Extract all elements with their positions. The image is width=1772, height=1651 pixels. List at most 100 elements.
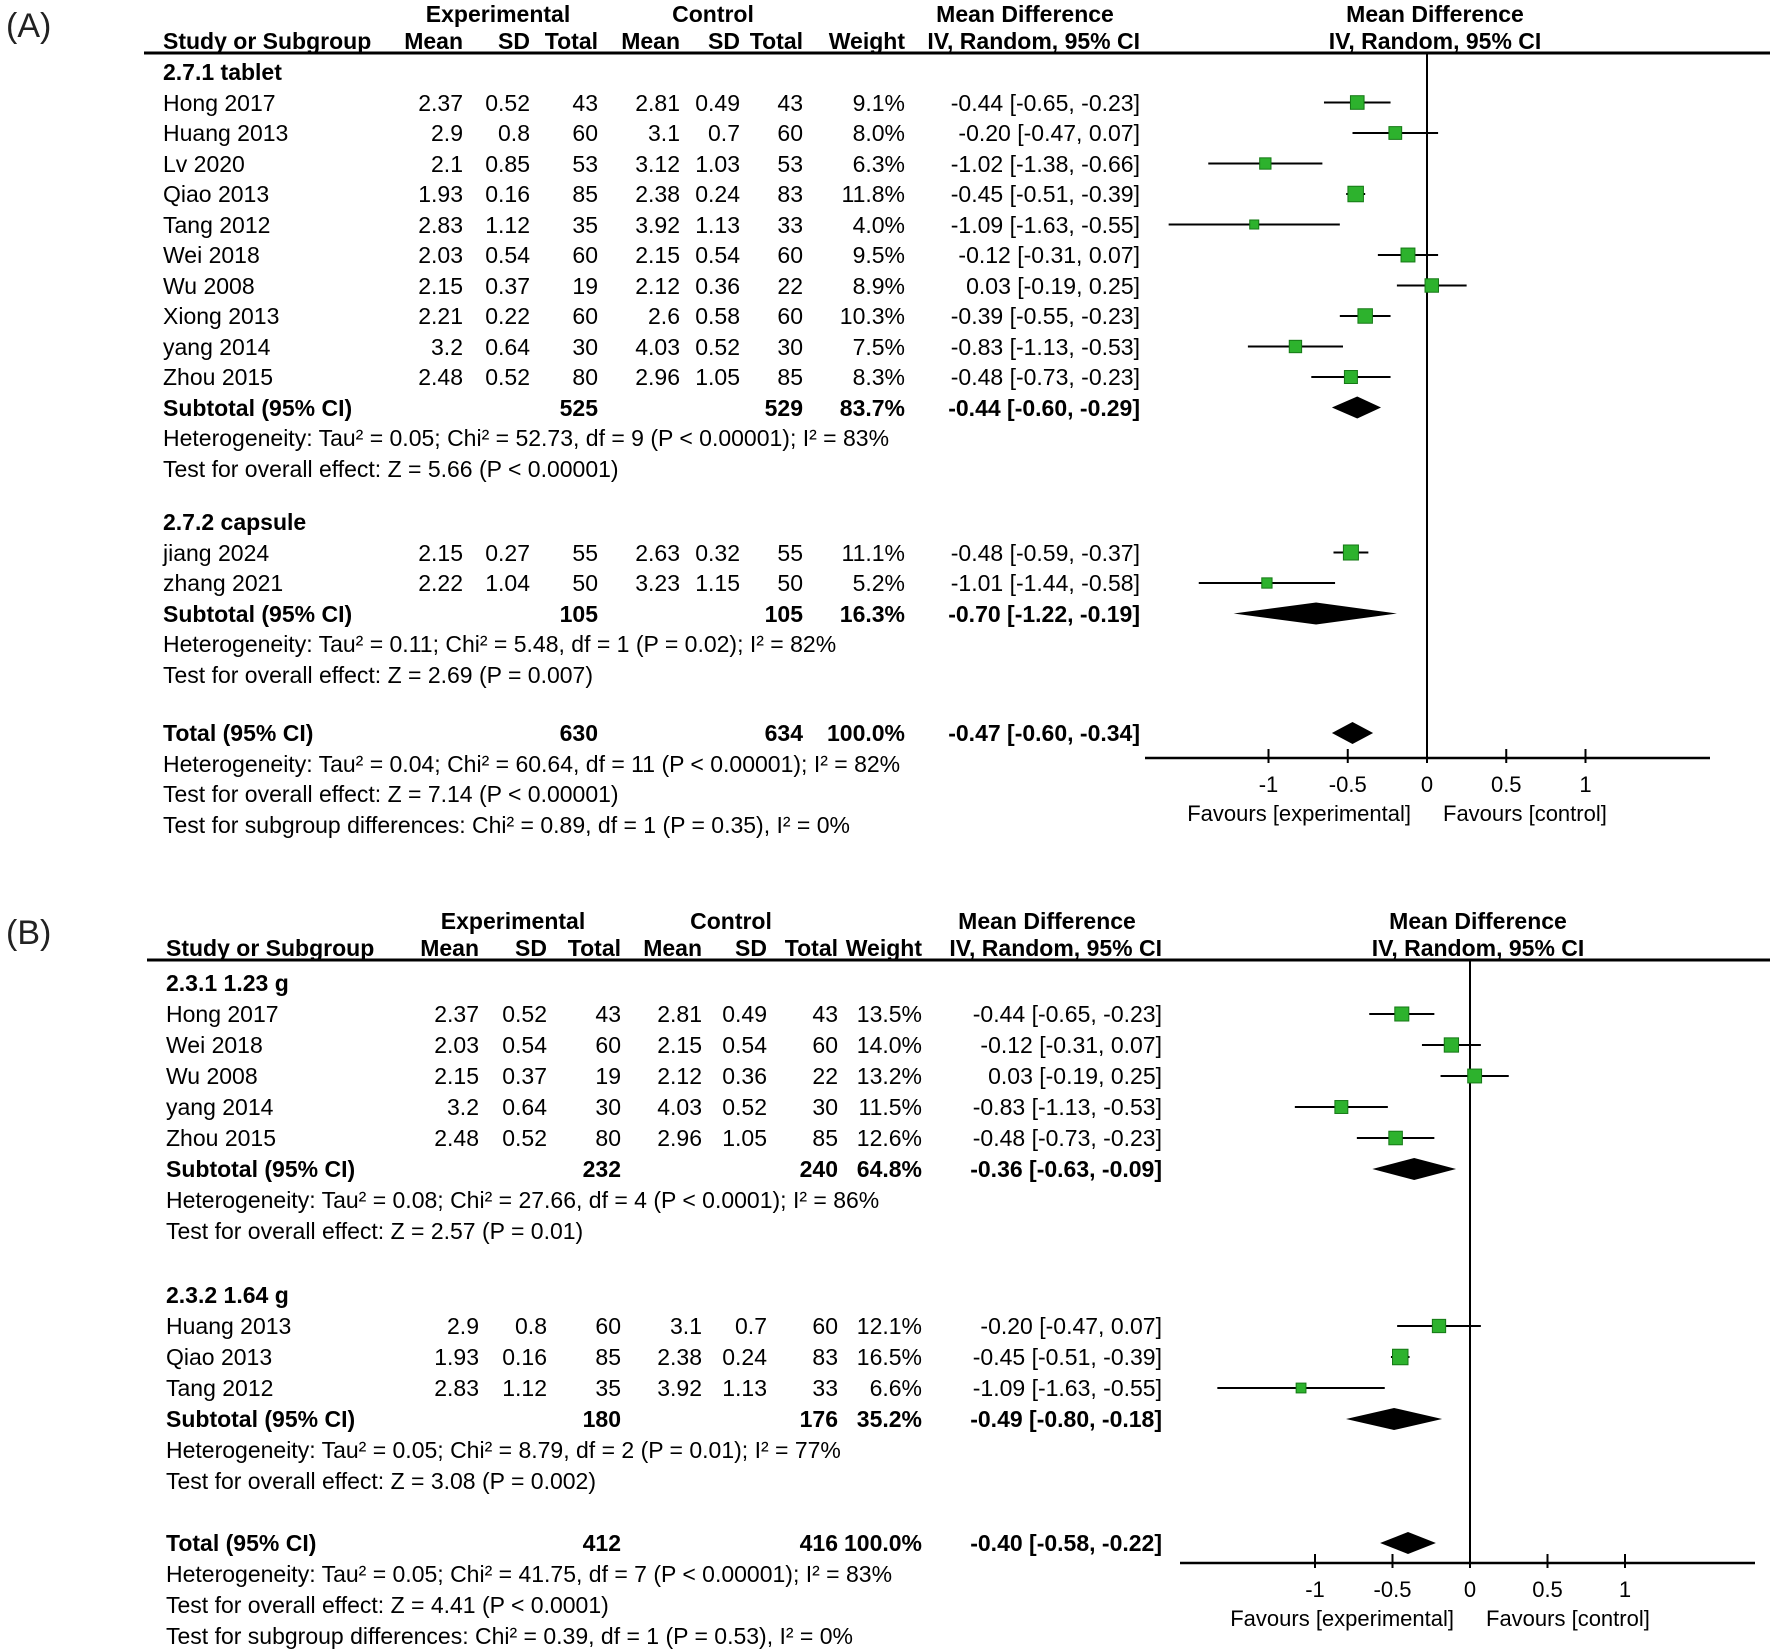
study-cell: 1.13 <box>695 211 740 238</box>
total-total-ctl: 416 <box>799 1530 838 1556</box>
study-cell: 60 <box>812 1032 838 1058</box>
study-name: Tang 2012 <box>166 1375 274 1401</box>
study-cell: 30 <box>572 333 598 360</box>
study-cell: 3.1 <box>670 1313 702 1339</box>
study-cell: 1.03 <box>695 150 740 177</box>
favours-control-label: Favours [control] <box>1443 801 1607 826</box>
study-name: Qiao 2013 <box>166 1344 273 1370</box>
study-cell: 85 <box>595 1344 621 1370</box>
panel-label-a: (A) <box>6 7 52 45</box>
study-cell: 2.38 <box>657 1344 702 1370</box>
header-col-sd-ctl: SD <box>708 28 740 54</box>
study-cell: 1.12 <box>502 1375 547 1401</box>
study-cell: 19 <box>595 1063 621 1089</box>
effect-marker <box>1431 1318 1447 1334</box>
total-heterogeneity-text: Heterogeneity: Tau² = 0.05; Chi² = 41.75… <box>166 1561 893 1587</box>
subtotal-total-exp: 105 <box>559 600 598 627</box>
study-cell: 0.37 <box>485 272 530 299</box>
effect-marker <box>1357 308 1373 324</box>
effect-marker <box>1342 544 1359 561</box>
study-cell: 8.0% <box>852 120 905 146</box>
study-cell: 0.52 <box>695 333 740 360</box>
study-cell: 60 <box>812 1313 838 1339</box>
study-cell: 12.6% <box>856 1125 922 1151</box>
header-col-sd-exp: SD <box>498 28 530 54</box>
study-cell: 0.24 <box>722 1344 767 1370</box>
study-name: Huang 2013 <box>163 120 289 146</box>
study-ci-text: -0.12 [-0.31, 0.07] <box>980 1032 1162 1058</box>
subtotal-total-exp: 180 <box>582 1406 621 1432</box>
study-cell: 60 <box>595 1032 621 1058</box>
study-cell: 7.5% <box>852 333 905 360</box>
study-cell: 2.15 <box>434 1063 479 1089</box>
study-cell: 53 <box>777 150 803 177</box>
study-cell: 9.1% <box>852 89 905 116</box>
subtotal-label: Subtotal (95% CI) <box>166 1406 356 1432</box>
study-cell: 1.93 <box>434 1344 479 1370</box>
study-cell: 3.23 <box>635 570 680 596</box>
total-heterogeneity-text: Heterogeneity: Tau² = 0.04; Chi² = 60.64… <box>163 750 901 777</box>
effect-marker <box>1400 247 1416 263</box>
effect-marker <box>1388 126 1403 140</box>
header-effect-text-sub: IV, Random, 95% CI <box>949 935 1162 961</box>
study-cell: 0.54 <box>485 242 530 268</box>
heterogeneity-text: Heterogeneity: Tau² = 0.05; Chi² = 8.79,… <box>166 1437 841 1463</box>
effect-marker <box>1343 370 1358 384</box>
subgroup-differences-text: Test for subgroup differences: Chi² = 0.… <box>163 811 850 838</box>
study-ci-text: -0.48 [-0.73, -0.23] <box>950 364 1140 390</box>
study-cell: 2.03 <box>434 1032 479 1058</box>
study-cell: 85 <box>812 1125 838 1151</box>
study-cell: 0.16 <box>485 181 530 207</box>
study-cell: 2.63 <box>635 539 680 566</box>
study-cell: 83 <box>812 1344 838 1370</box>
study-cell: 2.6 <box>648 303 680 329</box>
header-col-mean-exp: Mean <box>404 28 463 54</box>
study-ci-text: -0.20 [-0.47, 0.07] <box>980 1313 1162 1339</box>
study-cell: 0.64 <box>485 333 530 360</box>
study-cell: 2.96 <box>657 1125 702 1151</box>
study-cell: 30 <box>812 1094 838 1120</box>
forest-graph <box>147 958 1770 1568</box>
study-cell: 43 <box>595 1001 621 1027</box>
study-cell: 8.9% <box>852 272 905 299</box>
subtotal-label: Subtotal (95% CI) <box>166 1156 356 1182</box>
study-cell: 2.15 <box>418 539 463 566</box>
subtotal-label: Subtotal (95% CI) <box>163 394 353 421</box>
study-cell: 3.12 <box>635 150 680 177</box>
study-name: Wu 2008 <box>166 1063 258 1089</box>
study-cell: 85 <box>777 364 803 390</box>
header-group-experimental: Experimental <box>425 1 571 27</box>
study-ci-text: -0.39 [-0.55, -0.23] <box>950 303 1140 329</box>
axis-tick-label: -1 <box>1258 772 1279 797</box>
study-cell: 2.15 <box>418 272 463 299</box>
effect-marker <box>1288 339 1303 354</box>
study-cell: 0.37 <box>502 1063 547 1089</box>
study-ci-text: -0.83 [-1.13, -0.53] <box>972 1094 1162 1120</box>
total-total-ctl: 634 <box>764 720 803 746</box>
header-effect-plot-sub: IV, Random, 95% CI <box>1371 935 1585 961</box>
subtotal-ci-text: -0.36 [-0.63, -0.09] <box>970 1156 1162 1182</box>
study-name: jiang 2024 <box>163 539 270 566</box>
header-col-mean-exp: Mean <box>420 935 479 961</box>
study-ci-text: -0.45 [-0.51, -0.39] <box>972 1344 1162 1370</box>
axis-tick-label: 0.5 <box>1532 1577 1563 1602</box>
study-cell: 0.52 <box>502 1001 547 1027</box>
header-effect-plot-title: Mean Difference <box>1389 908 1567 934</box>
study-name: Huang 2013 <box>166 1313 292 1339</box>
study-ci-text: -1.02 [-1.38, -0.66] <box>950 150 1140 177</box>
study-name: Wu 2008 <box>163 272 255 299</box>
study-cell: 5.2% <box>852 570 905 596</box>
header-effect-text-title: Mean Difference <box>936 1 1114 27</box>
forest-plot-panel-b: (B) Experimental Control Mean Difference Me… <box>0 905 1772 1649</box>
study-cell: 2.37 <box>418 89 463 116</box>
study-ci-text: -0.48 [-0.73, -0.23] <box>972 1125 1162 1151</box>
study-cell: 50 <box>572 570 598 596</box>
study-ci-text: -0.48 [-0.59, -0.37] <box>950 539 1140 566</box>
total-ci-text: -0.47 [-0.60, -0.34] <box>948 720 1140 746</box>
subtotal-total-ctl: 529 <box>764 394 803 421</box>
study-cell: 3.2 <box>447 1094 479 1120</box>
study-cell: 8.3% <box>852 364 905 390</box>
header-effect-plot-title: Mean Difference <box>1346 1 1524 27</box>
study-cell: 19 <box>572 272 598 299</box>
